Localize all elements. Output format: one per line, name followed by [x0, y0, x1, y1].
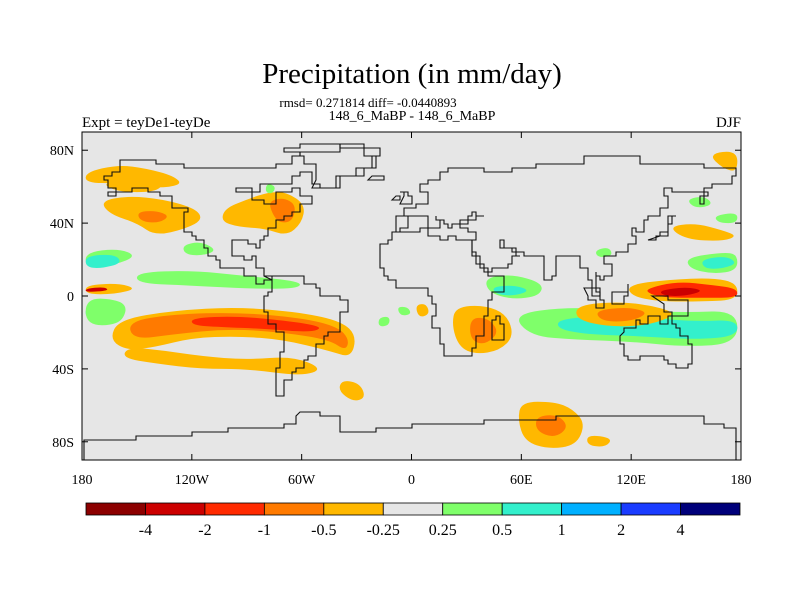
x-tick-label: 180	[731, 473, 752, 488]
colorbar-swatch	[323, 502, 384, 516]
anomaly-region-south-pacific-yellow-tongue	[124, 348, 318, 375]
colorbar-label: -4	[139, 522, 152, 539]
x-tick-label: 60W	[288, 473, 316, 488]
anomaly-region-equatorial-pacific-red	[85, 287, 108, 292]
plot-area-background	[82, 132, 741, 460]
x-tick-label: 180	[72, 473, 93, 488]
y-tick-label: 40S	[52, 363, 74, 378]
coastline-14	[366, 175, 385, 181]
colorbar-swatch	[145, 502, 206, 516]
colorbar-label: 1	[558, 522, 566, 539]
anomaly-region-equatorial-pacific-orange	[85, 283, 132, 295]
x-tick-label: 120W	[175, 473, 210, 488]
coastline-3	[491, 315, 505, 341]
anomaly-region-spcz-red-core	[191, 316, 320, 332]
anomaly-region-africa-orange-core	[470, 317, 497, 344]
colorbar-label: 0.25	[429, 522, 457, 539]
coastline-0	[103, 143, 381, 285]
colorbar-swatch	[263, 502, 325, 516]
anomaly-region-south-pacific-green	[85, 298, 126, 326]
chart-title: Precipitation (in mm/day)	[262, 58, 562, 90]
colorbar-swatch	[620, 502, 681, 516]
colorbar: -4 -2 -1 -0.5 -0.25 0.25 0.5 1 2 4	[85, 502, 741, 539]
anomaly-region-south-atlantic-yellow	[339, 381, 364, 401]
coastline-11	[647, 215, 676, 241]
anomaly-region-north-pacific-band-mid	[106, 178, 161, 193]
anomaly-region-kuroshio-cyan	[702, 257, 735, 269]
colorbar-swatch	[561, 502, 622, 516]
colorbar-label: 0.5	[492, 522, 512, 539]
colorbar-label: 2	[617, 522, 625, 539]
continent-outlines	[83, 143, 737, 460]
coastline-1	[263, 275, 349, 397]
colorbar-swatch	[501, 502, 563, 516]
colorbar-swatch	[680, 502, 741, 516]
coastline-2	[379, 227, 505, 357]
experiment-label: Expt = teyDe1-teyDe	[82, 115, 211, 131]
anomaly-region-east-atlantic-orange-blob	[416, 304, 429, 317]
colorbar-swatch	[382, 502, 444, 516]
anomaly-region-southern-ocean-east-orange	[587, 435, 611, 447]
colorbar-swatch	[442, 502, 503, 516]
coastline-8	[583, 287, 605, 309]
y-tick-label: 80N	[50, 144, 74, 159]
season-label: DJF	[716, 115, 741, 131]
stats-subtitle: rmsd= 0.271814 diff= -0.0440893	[279, 95, 456, 110]
anomaly-region-west-pacific-dark-red	[660, 287, 700, 296]
coastline-5	[619, 315, 693, 369]
anomaly-region-north-pacific-far-east-green	[715, 213, 738, 224]
anomaly-region-tropical-atlantic-green	[398, 306, 411, 316]
anomaly-region-indian-ocean-cyan	[493, 285, 527, 296]
x-tick-label: 0	[408, 473, 415, 488]
x-tick-label: 120E	[616, 473, 646, 488]
anomaly-region-spcz-orange-band	[130, 313, 348, 348]
colorbar-label: -0.5	[311, 522, 336, 539]
colorbar-label: -2	[198, 522, 211, 539]
coastline-7	[283, 143, 377, 189]
anomaly-region-arctic-east-yellow	[712, 151, 738, 171]
colorbar-label: -1	[258, 522, 271, 539]
y-tick-label: 40N	[50, 217, 74, 232]
anomaly-region-north-pacific-cyan-band	[85, 254, 120, 269]
coastline-4	[392, 155, 737, 297]
coastline-13	[390, 195, 401, 201]
coastline-12	[399, 191, 413, 205]
anomaly-region-maritime-continent-red	[597, 308, 645, 322]
y-tick-label: 0	[67, 290, 74, 305]
coastline-10	[650, 295, 689, 317]
anomaly-region-north-pacific-east-yellow	[673, 224, 734, 241]
y-tick-label: 80S	[52, 436, 74, 451]
anomaly-region-north-pacific-orange-core	[138, 211, 167, 223]
anomaly-region-east-indian-green	[596, 248, 612, 257]
x-tick-label: 60E	[510, 473, 533, 488]
coastline-6	[83, 411, 737, 460]
colorbar-swatch	[204, 502, 265, 516]
colorbar-swatch	[85, 502, 146, 516]
anomaly-region-north-pacific-green-blob	[183, 242, 214, 256]
coastline-9	[611, 284, 629, 305]
cases-subtitle: 148_6_MaBP - 148_6_MaBP	[329, 109, 496, 124]
anomaly-region-atlantic-green-blob	[378, 316, 390, 327]
anomaly-region-greenland-green-blob	[265, 184, 275, 194]
axes: 180 120W 60W 0 60E 120E 180 80N 40N 0 40S 80S	[50, 132, 752, 488]
colorbar-label: 4	[677, 522, 685, 539]
colorbar-label: -0.25	[367, 522, 400, 539]
